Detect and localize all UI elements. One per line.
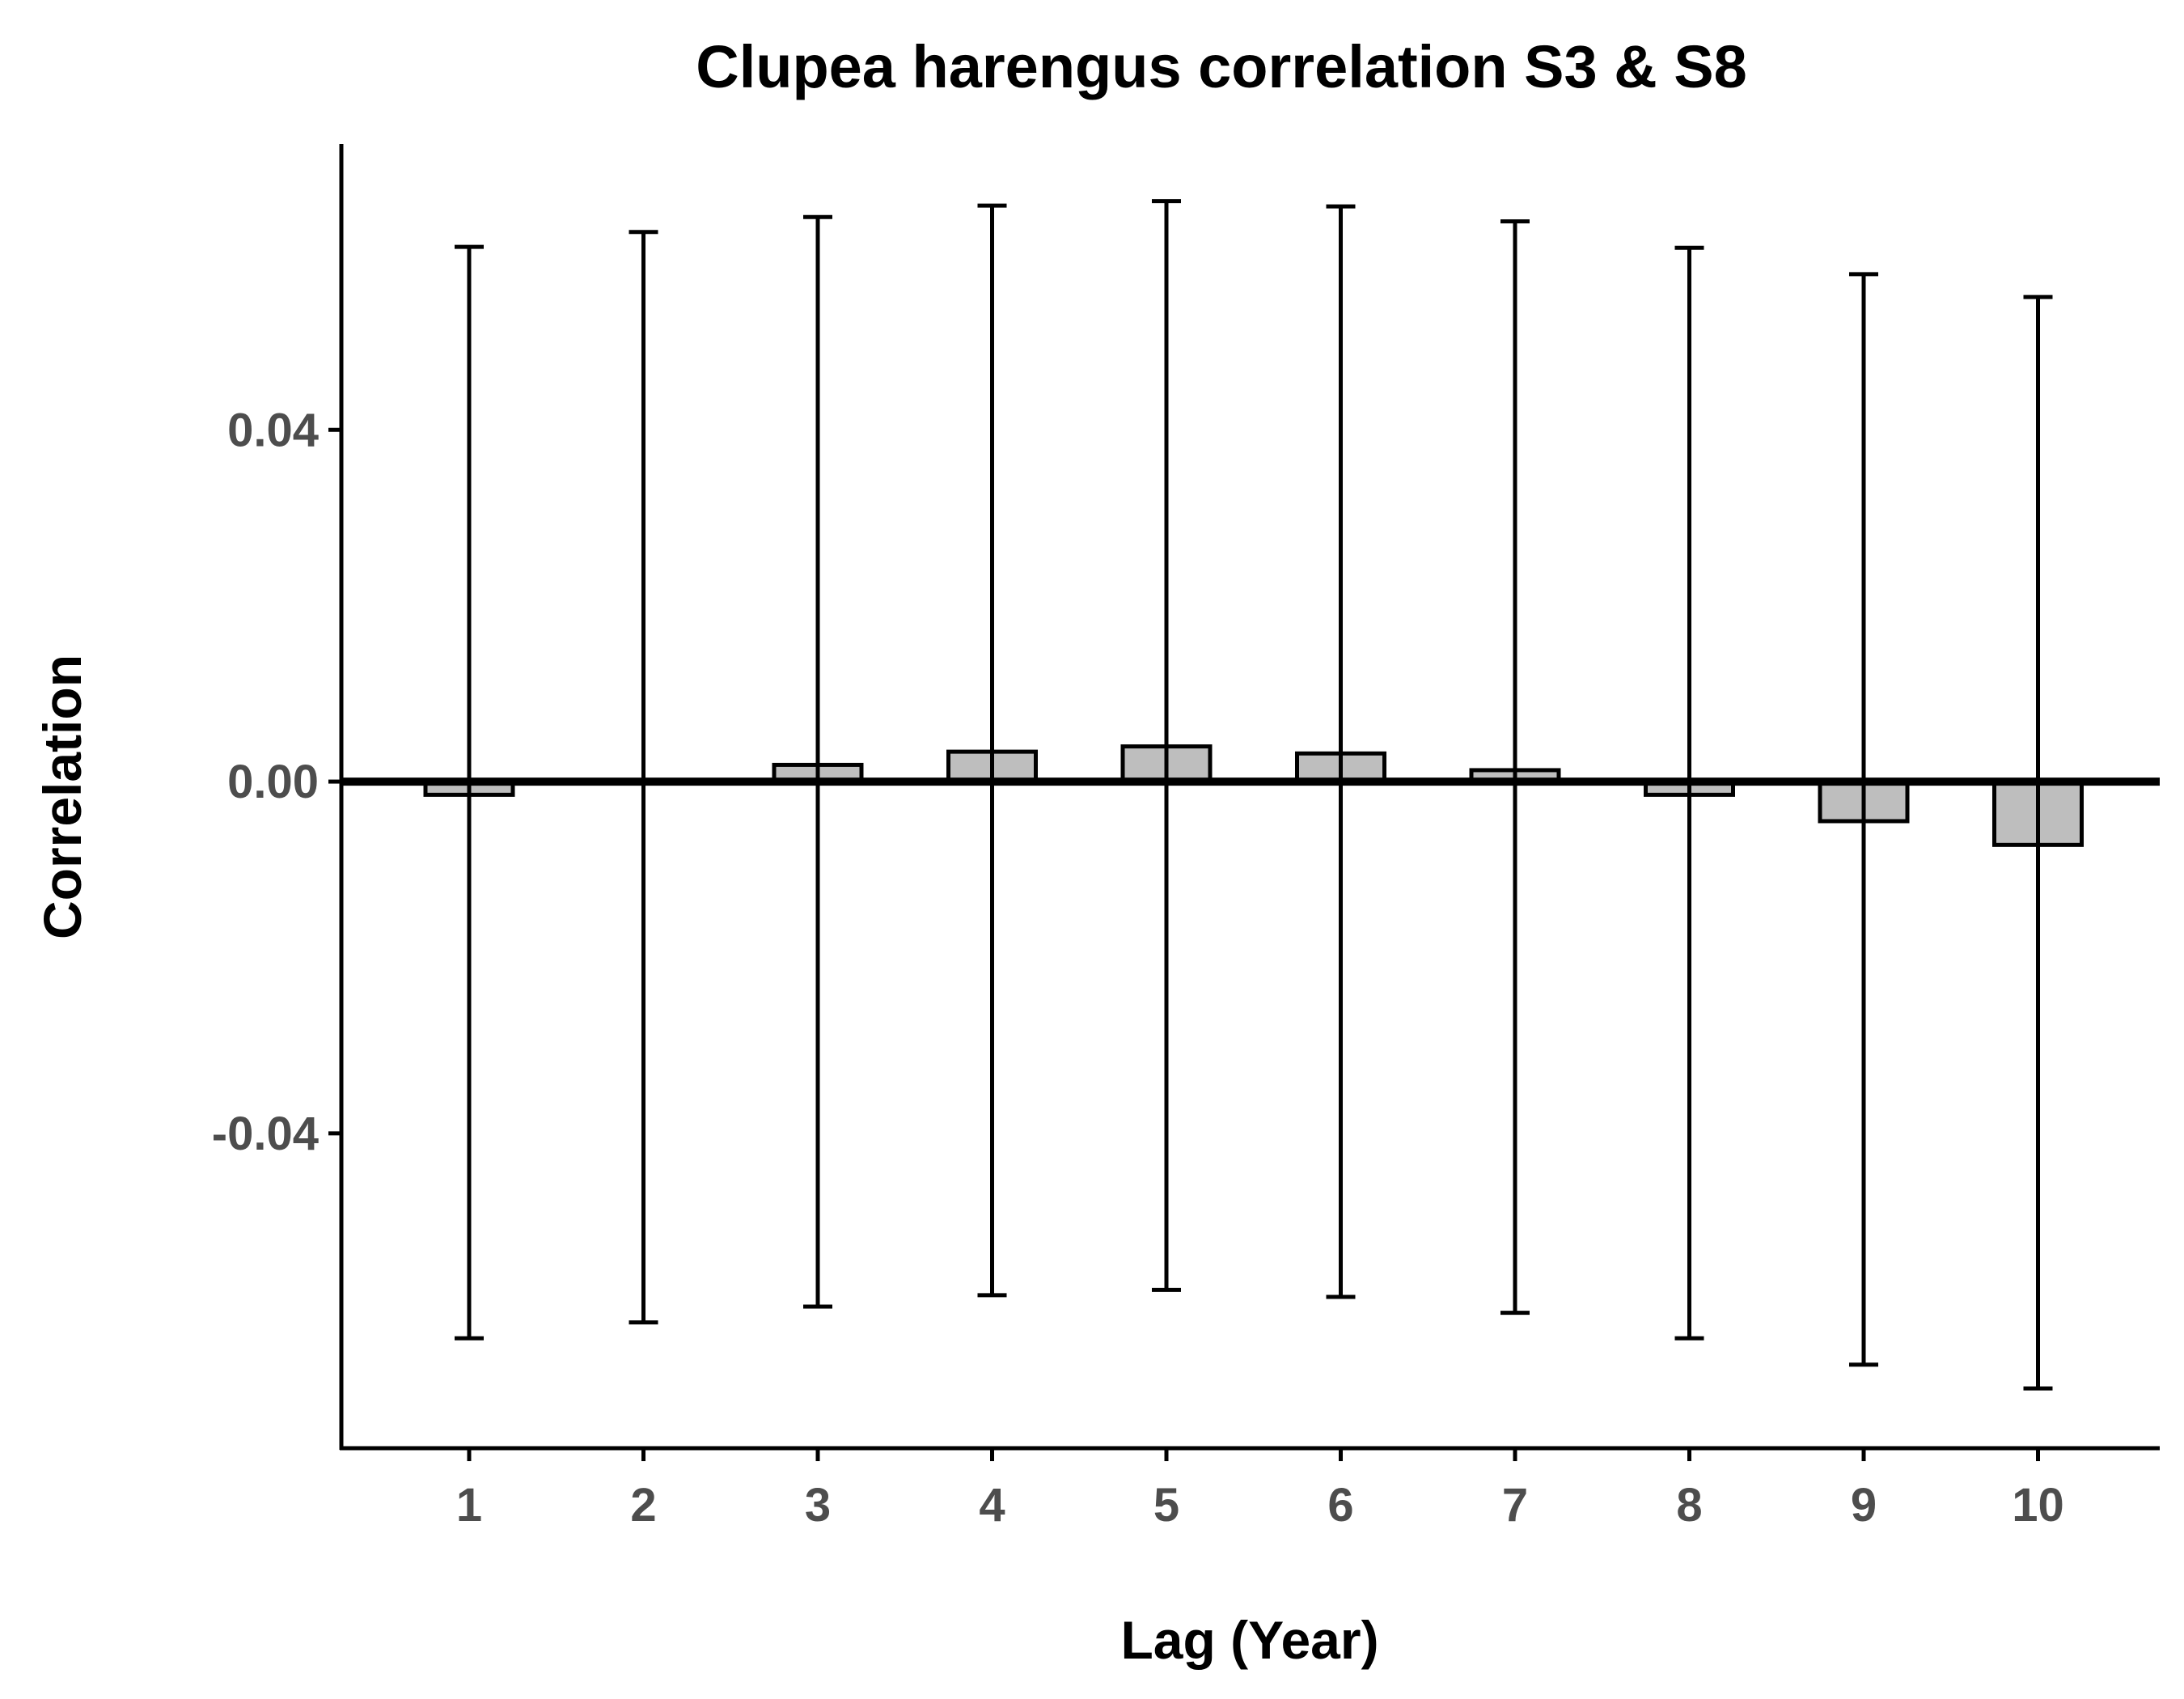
y-tick-label-0.04: 0.04 [227,404,319,456]
y-tick-label-0.00: 0.00 [227,756,319,808]
y-axis-label: Correlation [32,655,92,939]
x-tick-label-5: 5 [1153,1479,1179,1532]
x-tick-label-6: 6 [1327,1479,1353,1532]
x-tick-label-3: 3 [805,1479,831,1532]
y-tick-label--0.04: -0.04 [212,1108,319,1160]
x-axis-label: Lag (Year) [1120,1610,1378,1670]
chart-title: Clupea harengus correlation S3 & S8 [696,33,1746,100]
x-tick-label-4: 4 [979,1479,1005,1532]
x-tick-label-2: 2 [630,1479,656,1532]
plot-area: 0.04 0.00 -0.04 1 2 3 4 5 6 7 8 9 10 [212,144,2160,1532]
x-tick-label-1: 1 [456,1479,482,1532]
x-tick-label-7: 7 [1502,1479,1528,1532]
x-tick-label-10: 10 [2012,1479,2064,1532]
x-tick-label-9: 9 [1851,1479,1877,1532]
x-tick-label-8: 8 [1676,1479,1702,1532]
